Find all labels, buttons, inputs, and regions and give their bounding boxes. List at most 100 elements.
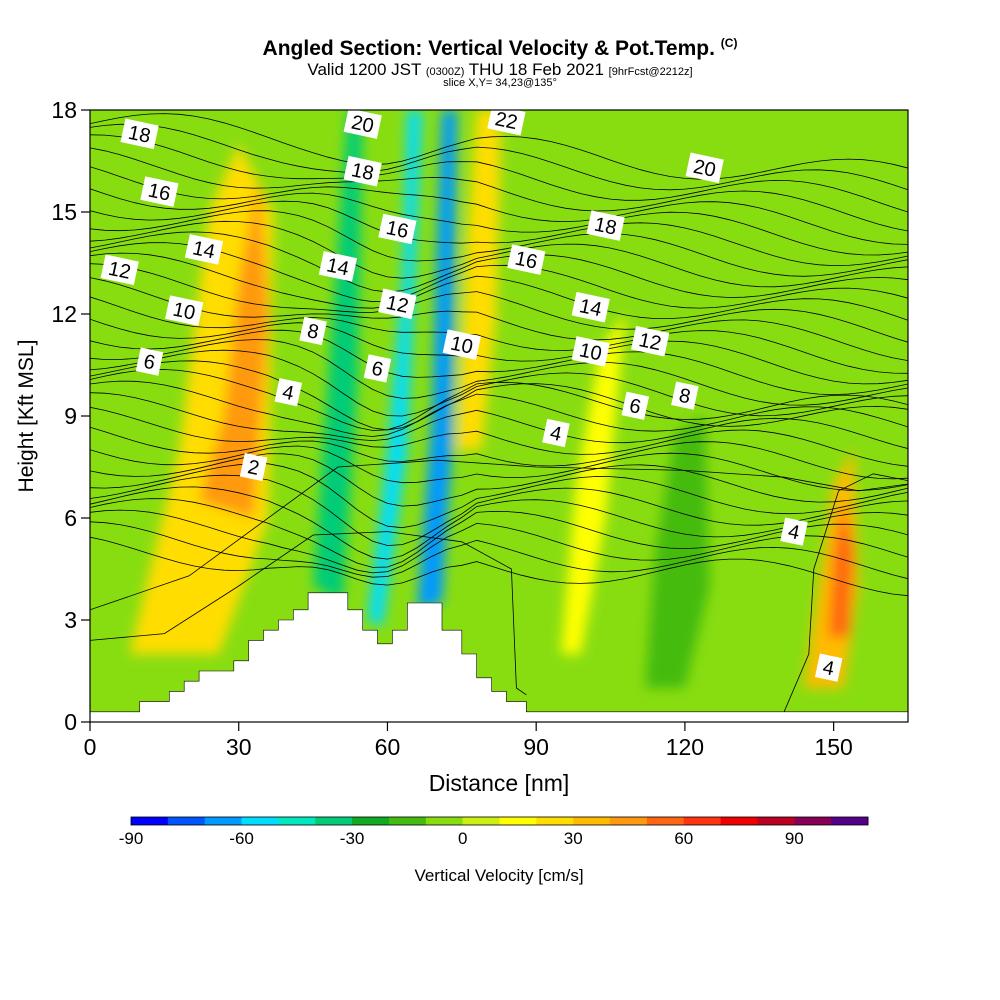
isentrope-label: 14 bbox=[571, 291, 610, 323]
x-tick-label: 150 bbox=[814, 734, 852, 760]
isentrope-label: 18 bbox=[343, 155, 382, 187]
isentrope-label: 16 bbox=[140, 176, 179, 207]
isentrope-label-text: 6 bbox=[142, 351, 157, 375]
isentrope-line bbox=[783, 473, 908, 712]
colorbar-swatch bbox=[610, 817, 648, 825]
isentrope-line bbox=[90, 147, 908, 232]
isentrope-line bbox=[90, 531, 527, 696]
colorbar-tick-label: -30 bbox=[340, 829, 365, 848]
colorbar-swatch bbox=[794, 817, 832, 825]
isentrope-label: 6 bbox=[363, 354, 392, 383]
isentrope-line bbox=[90, 231, 908, 298]
isentrope-label-text: 16 bbox=[146, 180, 172, 206]
isentrope-label-text: 12 bbox=[384, 292, 410, 318]
isentrope-line bbox=[90, 123, 908, 191]
colorbar-swatch bbox=[425, 817, 464, 825]
isentrope-line bbox=[90, 220, 908, 288]
isentrope-label-text: 8 bbox=[677, 385, 692, 409]
velocity-region bbox=[828, 501, 854, 637]
slice-label: slice X,Y= 34,23@135° bbox=[443, 77, 557, 89]
isentrope-line bbox=[90, 406, 908, 467]
colorbar-swatch bbox=[388, 817, 427, 825]
y-tick-label: 18 bbox=[51, 97, 77, 123]
x-tick-label: 30 bbox=[226, 734, 252, 760]
colorbar-label: Vertical Velocity [cm/s] bbox=[414, 866, 583, 885]
velocity-region bbox=[456, 110, 502, 450]
y-tick-label: 3 bbox=[64, 607, 77, 633]
isentrope-label: 18 bbox=[120, 118, 159, 150]
isentrope-label: 14 bbox=[184, 234, 224, 265]
isentrope-line bbox=[90, 339, 908, 406]
isentrope-line bbox=[90, 296, 908, 374]
colorbar-swatch bbox=[241, 817, 279, 825]
terrain bbox=[90, 592, 908, 722]
isentrope-label-text: 2 bbox=[246, 456, 261, 480]
colorbar-tick-label: 30 bbox=[564, 829, 583, 848]
isentrope-line bbox=[90, 474, 908, 546]
isentrope-label: 4 bbox=[274, 378, 303, 407]
velocity-region bbox=[129, 144, 274, 654]
isentrope-line bbox=[90, 445, 908, 491]
isentrope-label: 16 bbox=[507, 244, 546, 275]
velocity-region bbox=[560, 314, 626, 654]
isentrope-line bbox=[90, 200, 908, 267]
isentrope-line bbox=[90, 369, 908, 431]
x-tick-label: 0 bbox=[84, 734, 97, 760]
colorbar-swatch bbox=[573, 817, 611, 825]
isentrope-label: 20 bbox=[685, 152, 724, 184]
colorbar-tick-label: 0 bbox=[458, 829, 467, 848]
colorbar-swatch bbox=[720, 817, 758, 825]
isentrope-label: 6 bbox=[135, 347, 164, 376]
isentrope-label: 12 bbox=[100, 254, 139, 286]
colorbar-swatch bbox=[757, 817, 795, 825]
colorbar-swatch bbox=[646, 817, 685, 825]
isentrope-label-text: 10 bbox=[171, 299, 197, 325]
y-tick-label: 15 bbox=[51, 199, 77, 225]
isentrope-line bbox=[90, 329, 908, 396]
colorbar-swatch bbox=[831, 817, 869, 825]
isentrope-label-text: 10 bbox=[577, 339, 603, 365]
chart-subtitle: Valid 1200 JST (0300Z) THU 18 Feb 2021 [… bbox=[307, 60, 693, 79]
isentrope-label: 4 bbox=[542, 418, 570, 448]
isentrope-line bbox=[90, 242, 908, 309]
isentrope-line bbox=[90, 210, 908, 277]
colorbar-swatch bbox=[499, 817, 537, 825]
isentrope-label-text: 8 bbox=[305, 320, 320, 344]
colorbar-swatch bbox=[536, 817, 574, 825]
isentrope-label: 8 bbox=[671, 381, 699, 410]
colorbar-swatch bbox=[462, 817, 500, 825]
colorbar-swatch bbox=[278, 817, 316, 825]
y-tick-label: 0 bbox=[64, 709, 77, 735]
colorbar-swatch bbox=[131, 817, 169, 825]
isentrope-label: 12 bbox=[631, 325, 670, 357]
isentrope-label-text: 14 bbox=[325, 254, 351, 280]
isentrope-label-text: 6 bbox=[370, 357, 385, 381]
isentrope-label-text: 20 bbox=[349, 112, 375, 138]
isentrope-label-text: 20 bbox=[691, 156, 717, 182]
isentrope-label: 14 bbox=[318, 251, 358, 282]
colorbar-tick-label: 60 bbox=[674, 829, 693, 848]
isentrope-label: 4 bbox=[780, 517, 808, 546]
isentrope-line bbox=[90, 498, 908, 568]
isentrope-label-text: 16 bbox=[513, 248, 539, 274]
y-axis-label: Height [Kft MSL] bbox=[15, 340, 38, 493]
colorbar-tick-label: -60 bbox=[229, 829, 254, 848]
colorbar-swatch bbox=[683, 817, 722, 825]
isentrope-line bbox=[90, 166, 908, 245]
isentrope-label-text: 12 bbox=[637, 329, 663, 355]
isentrope-line bbox=[90, 392, 908, 449]
isentrope-label: 16 bbox=[378, 213, 417, 245]
isentrope-label: 12 bbox=[378, 288, 417, 320]
axes: 0 30 60 90 120 150 0 3 6 9 12 15 18 bbox=[51, 97, 852, 760]
isentrope-label-text: 18 bbox=[592, 214, 618, 240]
colorbar-tick-label: -90 bbox=[119, 829, 144, 848]
x-axis-label: Distance [nm] bbox=[429, 770, 570, 796]
isentrope-line bbox=[90, 380, 908, 437]
velocity-region bbox=[645, 416, 710, 688]
isentrope-label: 6 bbox=[621, 391, 650, 420]
isentrope-label: 10 bbox=[442, 329, 481, 360]
isentrope-line bbox=[90, 188, 908, 256]
isentrope-label-text: 16 bbox=[384, 217, 410, 243]
isentrope-label: 8 bbox=[299, 316, 327, 346]
